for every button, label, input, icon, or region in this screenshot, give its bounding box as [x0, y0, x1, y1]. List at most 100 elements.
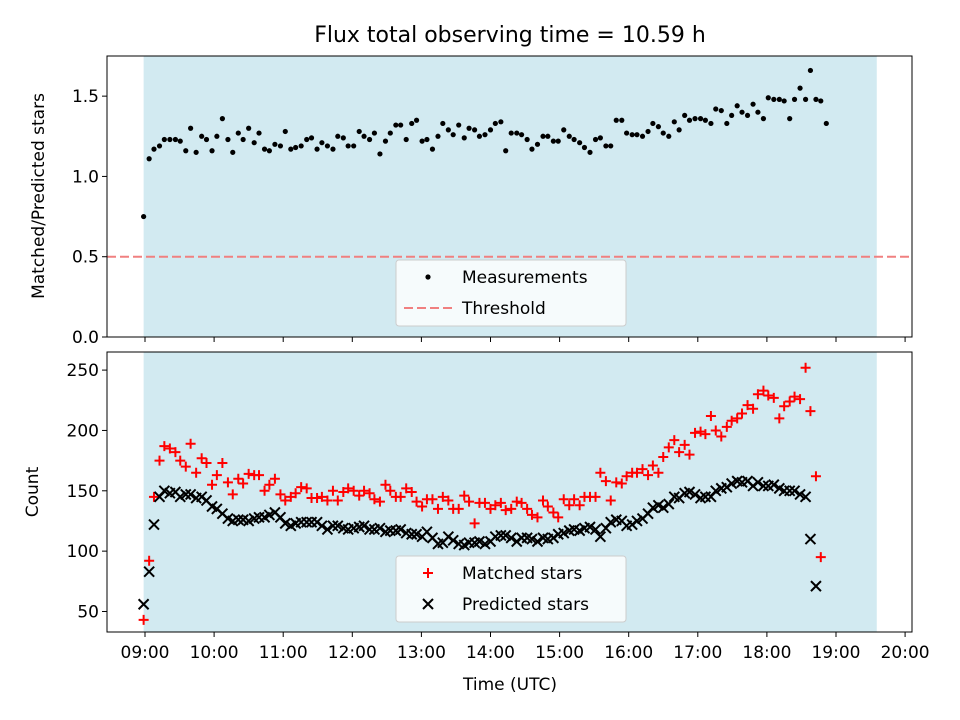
data-point: [558, 494, 569, 505]
data-point: [427, 494, 438, 505]
data-point: [742, 400, 753, 411]
data-point: [211, 470, 222, 481]
data-point: [514, 130, 520, 136]
data-point: [340, 135, 346, 141]
data-point: [419, 138, 425, 144]
data-point: [600, 476, 611, 487]
series-matched-stars: [138, 362, 826, 625]
data-point: [799, 491, 812, 503]
data-point: [690, 427, 701, 438]
legend-label: Matched stars: [462, 564, 582, 584]
data-point: [650, 120, 656, 127]
top-y-axis-label: Matched/Predicted stars: [29, 93, 49, 299]
data-point: [508, 130, 514, 136]
data-point: [684, 449, 695, 460]
data-point: [406, 528, 418, 540]
data-point: [768, 479, 780, 491]
y-tick-label: 200: [67, 421, 99, 441]
data-point: [692, 116, 698, 122]
data-point: [437, 491, 448, 502]
data-point: [141, 213, 147, 220]
y-tick-label: 250: [67, 361, 99, 381]
data-point: [613, 117, 619, 123]
data-point: [526, 509, 537, 520]
legend-label: Predicted stars: [462, 595, 589, 615]
data-point: [308, 135, 315, 141]
data-point: [146, 156, 152, 162]
data-point: [744, 112, 751, 119]
data-point: [177, 138, 183, 144]
data-point: [581, 144, 588, 151]
data-point: [805, 406, 816, 417]
data-point: [148, 518, 160, 531]
series-measurements: [141, 67, 829, 220]
data-point: [164, 443, 175, 454]
data-point: [758, 385, 769, 396]
legend-marker: [423, 568, 433, 578]
data-point: [674, 447, 685, 458]
data-point: [183, 148, 189, 154]
data-point: [314, 146, 320, 152]
y-tick-label: 1.5: [72, 87, 99, 107]
data-point: [232, 514, 244, 526]
data-point: [540, 133, 546, 139]
data-point: [752, 476, 764, 489]
legend-entry: Predicted stars: [422, 595, 589, 615]
data-point: [235, 130, 241, 136]
data-point: [639, 133, 646, 139]
data-point: [555, 138, 561, 144]
data-point: [757, 480, 770, 492]
data-point: [518, 132, 525, 138]
x-tick-label: 14:00: [466, 643, 515, 663]
data-point: [495, 497, 506, 508]
data-point: [214, 133, 220, 139]
data-point: [335, 133, 341, 139]
data-point: [629, 132, 635, 138]
data-point: [201, 458, 212, 469]
data-point: [605, 495, 616, 506]
data-point: [538, 495, 549, 506]
data-point: [369, 494, 380, 505]
data-point: [804, 533, 817, 545]
data-point: [256, 130, 262, 136]
data-point: [269, 473, 280, 484]
data-point: [594, 530, 607, 543]
data-point: [199, 133, 205, 139]
data-point: [574, 500, 585, 511]
data-point: [524, 136, 530, 143]
data-point: [500, 505, 511, 516]
data-point: [209, 148, 215, 154]
data-point: [254, 470, 265, 481]
data-point: [266, 148, 272, 154]
data-point: [361, 133, 367, 139]
data-point: [193, 149, 199, 155]
data-point: [603, 143, 609, 149]
data-point: [669, 435, 680, 446]
data-point: [748, 403, 759, 414]
data-point: [705, 410, 716, 421]
data-point: [275, 489, 286, 500]
data-point: [679, 439, 690, 450]
data-point: [645, 128, 651, 135]
data-point: [319, 140, 325, 146]
axes-frame: [106, 351, 913, 633]
data-point: [154, 455, 165, 466]
data-point: [191, 467, 202, 478]
bottom-y-axis-label: Count: [23, 466, 43, 517]
data-point: [432, 503, 443, 514]
data-point: [663, 498, 675, 510]
data-point: [424, 136, 430, 143]
data-point: [170, 447, 181, 458]
data-point: [503, 148, 509, 154]
data-point: [561, 127, 567, 133]
data-point: [327, 485, 338, 496]
data-point: [492, 120, 498, 127]
data-point: [293, 144, 299, 151]
data-point: [348, 485, 359, 496]
data-point: [721, 421, 732, 432]
data-point: [495, 529, 507, 542]
data-point: [553, 512, 564, 523]
data-point: [288, 146, 294, 152]
data-point: [240, 136, 246, 143]
